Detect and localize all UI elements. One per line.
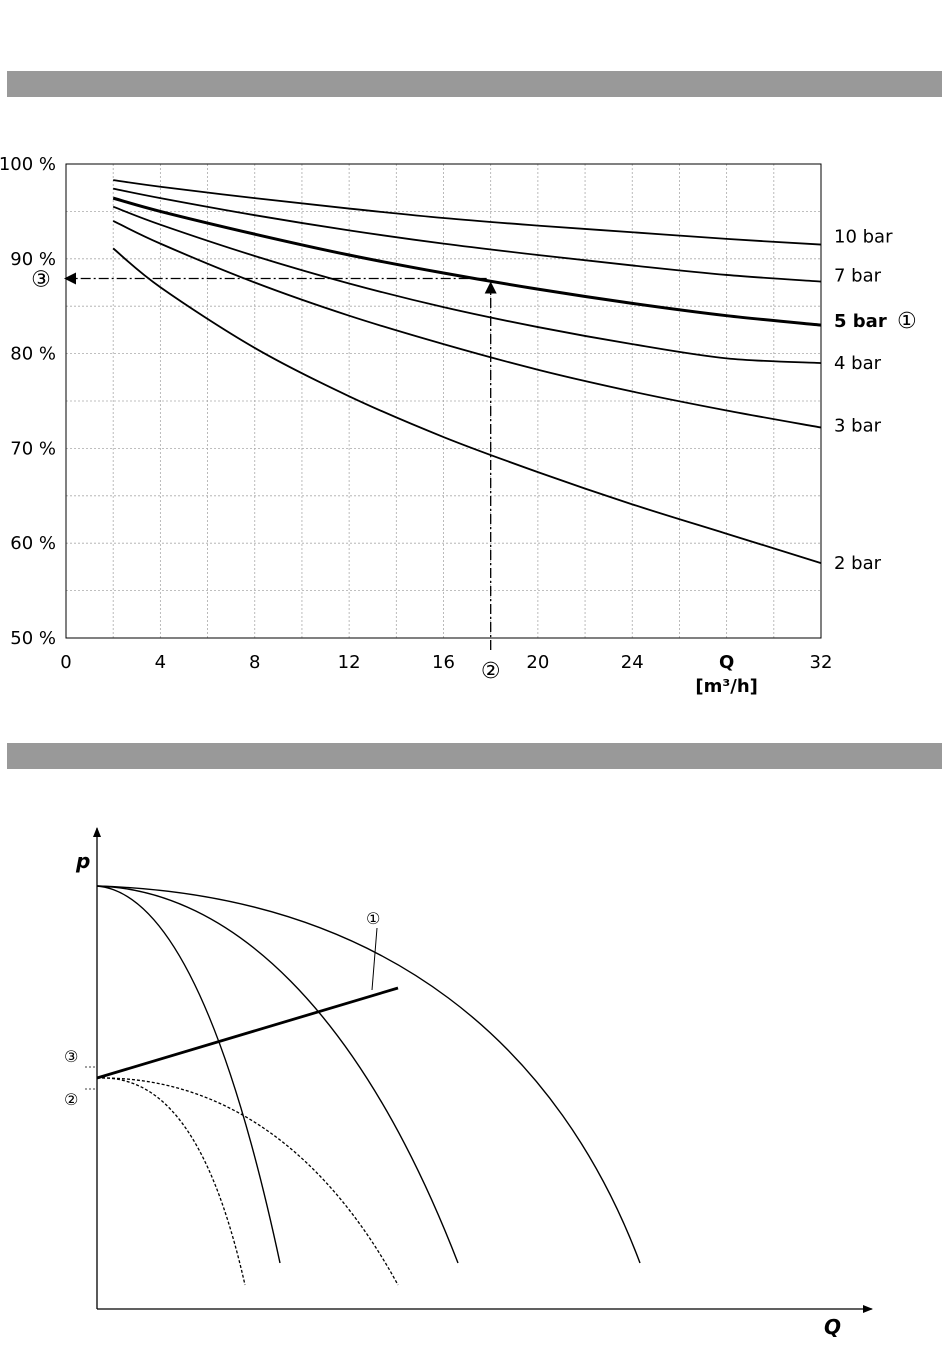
pump-curve-1	[96, 885, 281, 1264]
marker-1: ①	[366, 909, 380, 928]
series-lines	[112, 179, 822, 564]
series-label-3-bar: 3 bar	[834, 416, 882, 437]
marker-3: ③	[64, 1047, 78, 1066]
leader-1	[371, 927, 378, 991]
x-tick-label: 32	[810, 652, 833, 673]
series-label-10-bar: 10 bar	[834, 227, 893, 248]
plot-frame	[65, 163, 822, 639]
marker-2: ②	[481, 659, 501, 684]
y-tick-labels: 100 % 90 % 80 % 70 % 60 % 50 %	[0, 154, 56, 649]
y-tick-label: 70 %	[10, 438, 56, 459]
series-labels: 10 bar 7 bar 5 bar 4 bar 3 bar 2 bar	[834, 227, 893, 575]
series-label-5-bar: 5 bar	[834, 311, 887, 332]
series-line-10-bar	[113, 179, 822, 246]
guide-arrow-up	[484, 281, 497, 294]
dashed-curve-1	[96, 1077, 246, 1286]
guide-arrow-left	[64, 272, 76, 285]
x-tick-label: 8	[249, 652, 260, 673]
x-tick-label: 20	[526, 652, 549, 673]
series-line-7-bar	[113, 187, 822, 283]
x-tick-label: 24	[621, 652, 644, 673]
dashed-curve-2	[96, 1077, 399, 1286]
marker-1: ①	[897, 309, 917, 334]
y-axis-label: p	[75, 849, 90, 873]
y-tick-label: 90 %	[10, 249, 56, 270]
x-tick-labels: 0 4 8 12 16 20 24 32	[60, 652, 832, 673]
efficiency-chart: 100 %90 %80 %70 %60 %50 % 0 4 8 12 16 20 24 32 …	[0, 154, 917, 697]
pump-curve-2	[96, 885, 459, 1264]
x-tick-label: 16	[432, 652, 455, 673]
series-line-5-bar	[112, 196, 822, 327]
system-line	[96, 986, 399, 1080]
x-axis-unit: [m³/h]	[695, 676, 757, 697]
series-label-7-bar: 7 bar	[834, 266, 882, 287]
section-header-bar-1	[7, 71, 942, 97]
series-line-2-bar	[112, 247, 822, 564]
guide-lines	[64, 272, 497, 650]
marker-2: ②	[64, 1090, 78, 1109]
y-tick-label: 50 %	[10, 628, 56, 649]
x-axis-label: Q	[824, 1315, 841, 1339]
y-tick-label: 100 %	[0, 154, 56, 175]
section-header-bar-2	[7, 743, 942, 769]
marker-3: ③	[31, 268, 51, 293]
series-line-4-bar	[112, 205, 822, 364]
x-tick-label: 12	[338, 652, 361, 673]
y-tick-label: 60 %	[10, 533, 56, 554]
series-label-4-bar: 4 bar	[834, 353, 882, 374]
series-line-3-bar	[112, 220, 822, 429]
pump-curve-3	[96, 885, 641, 1264]
x-axis-label: Q	[719, 652, 734, 673]
series-label-2-bar: 2 bar	[834, 553, 882, 574]
y-tick-label: 80 %	[10, 344, 56, 365]
x-tick-label: 4	[155, 652, 166, 673]
x-tick-label: 0	[60, 652, 71, 673]
